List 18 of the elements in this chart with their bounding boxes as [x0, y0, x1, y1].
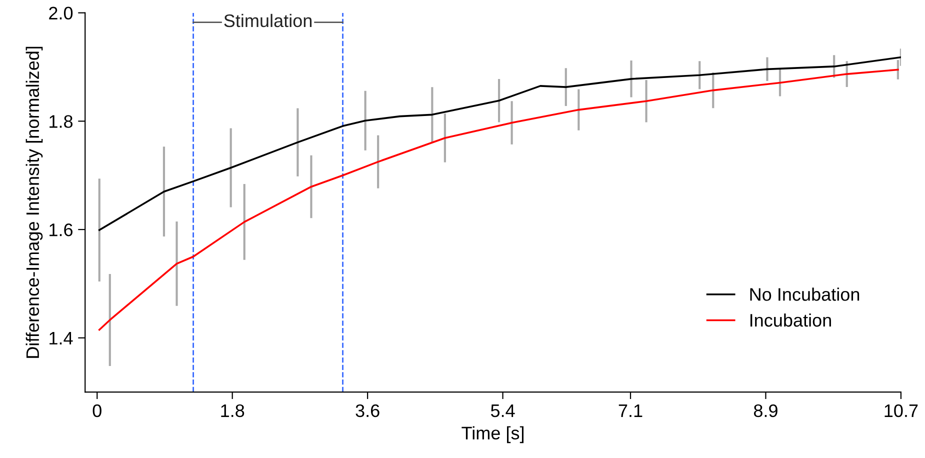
y-tick-label: 1.6: [50, 223, 73, 236]
x-axis-title: Time [s]: [462, 426, 524, 444]
x-tick-label: 10.7: [884, 404, 918, 418]
x-tick-label: 1.8: [221, 404, 244, 418]
y-tick-label: 2.0: [49, 6, 73, 20]
legend-label: Incubation: [750, 313, 831, 327]
y-tick-label: 1.4: [50, 332, 73, 344]
legend-label: No Incubation: [750, 288, 860, 301]
x-tick-label: 8.9: [754, 404, 778, 418]
annotation: Stimulation: [224, 14, 312, 28]
line-series: [98, 56, 901, 231]
line-series: [98, 68, 899, 331]
x-tick-label: 0: [92, 404, 102, 418]
y-tick-label: 1.8: [50, 115, 73, 128]
y-axis-title: Difference-Image Intensity [normalized]: [26, 46, 43, 358]
x-tick-label: 5.4: [490, 404, 515, 418]
x-tick-label: 7.1: [618, 404, 642, 417]
x-tick-label: 3.6: [356, 404, 380, 418]
